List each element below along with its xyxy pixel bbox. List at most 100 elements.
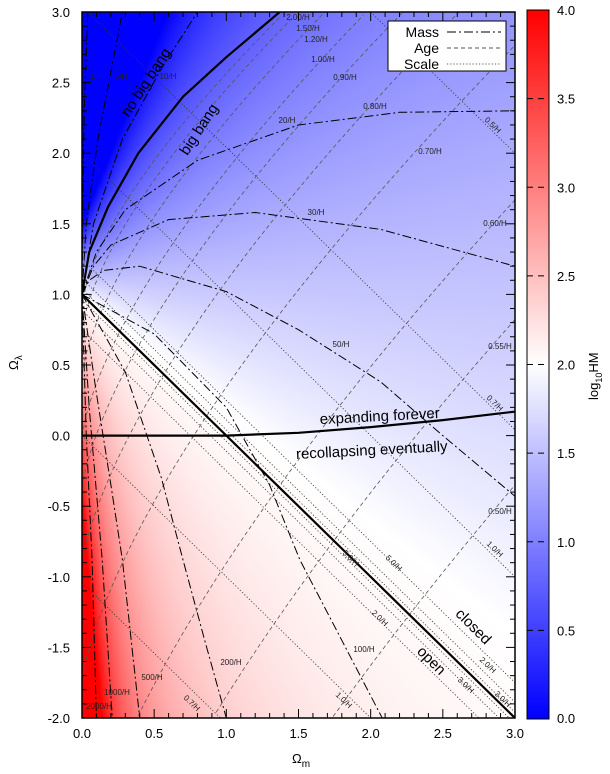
scale-line <box>82 258 515 683</box>
colorbar-tick-label: 0.0 <box>557 711 575 726</box>
no-big-bang-label: no big bang <box>118 45 175 120</box>
mass-line <box>82 293 383 718</box>
scale-contour-label: 2.0/H <box>478 655 498 675</box>
colorbar-tick-label: 3.5 <box>557 92 575 107</box>
age-contour-label: 0.90/H <box>333 73 357 82</box>
y-tick-label: 1.5 <box>52 217 70 232</box>
age-line <box>82 15 295 332</box>
mass-line <box>82 265 515 497</box>
x-tick-label: 1.5 <box>289 726 307 741</box>
x-tick-label: 3.0 <box>506 726 524 741</box>
mass-contour-label: 100/H <box>353 645 375 654</box>
age-line <box>82 12 459 563</box>
scale-line <box>82 152 515 578</box>
age-line <box>82 12 325 375</box>
age-line <box>215 319 515 713</box>
colorbar-tick-label: 3.0 <box>557 180 575 195</box>
colorbar-tick-label: 2.5 <box>557 269 575 284</box>
y-tick-label: 1.0 <box>52 287 70 302</box>
age-contour-label: 0.55/H <box>488 342 512 351</box>
y-axis-label-sub: λ <box>14 355 25 360</box>
x-tick-label: 2.0 <box>362 726 380 741</box>
mass-contour-label: 1/H <box>90 72 103 81</box>
scale-line <box>82 278 515 703</box>
big-bang-label: big bang <box>176 101 222 159</box>
legend-box <box>387 20 507 72</box>
colorbar-label-quantity: HM <box>586 352 601 372</box>
mass-contour-label: 10/H <box>160 72 177 81</box>
x-tick-label: 0.5 <box>145 726 163 741</box>
colorbar-label-log: log <box>586 383 601 400</box>
scale-line <box>82 288 515 713</box>
mass-contour-label: 2000/H <box>86 702 112 711</box>
mass-line <box>82 12 123 295</box>
x-axis-label: Ωm <box>292 751 310 770</box>
age-contour-label: 0.50/H <box>488 507 512 516</box>
y-tick-label: 2.0 <box>52 146 70 161</box>
scale-contour-label: 0.5/H <box>483 115 503 135</box>
scale-contour-label: 1.0/H <box>334 690 354 710</box>
age-line <box>332 484 515 717</box>
y-tick-label: 0.5 <box>52 358 70 373</box>
age-line <box>82 15 282 307</box>
age-contour-label: 0.60/H <box>483 219 507 228</box>
expanding-forever-label: expanding forever <box>319 405 440 428</box>
legend-label: Mass <box>406 24 439 40</box>
scale-contour-label: 5.0/H <box>384 553 404 573</box>
expansion-boundary <box>82 410 515 437</box>
mass-contour-label: 50/H <box>333 340 350 349</box>
colorbar-tick-label: 2.0 <box>557 358 575 373</box>
y-axis-label: Ωλ <box>6 355 25 370</box>
scale-line <box>82 309 500 718</box>
mass-line <box>82 211 515 295</box>
legend-label: Age <box>414 40 439 56</box>
x-tick-label: 1.0 <box>217 726 235 741</box>
y-tick-label: -2.0 <box>48 711 70 726</box>
mass-contour-label: 500/H <box>141 673 163 682</box>
y-tick-label: 3.0 <box>52 5 70 20</box>
x-tick-label: 0.0 <box>73 726 91 741</box>
age-contour-label: 1.00/H <box>311 55 335 64</box>
age-contour-label: 1.50/H <box>296 24 320 33</box>
colorbar-tick-label: 4.0 <box>557 3 575 18</box>
contours <box>82 12 515 718</box>
scale-line <box>82 299 510 718</box>
colorbar-tick-label: 0.5 <box>557 623 575 638</box>
age-contour-label: 0.80/H <box>363 102 387 111</box>
mass-line <box>82 294 141 718</box>
scale-line <box>82 435 371 718</box>
y-tick-label: -1.5 <box>48 640 70 655</box>
big-bang-boundary <box>82 12 281 295</box>
mass-line <box>82 12 198 295</box>
mass-contour-label: 5/H <box>115 72 128 81</box>
x-tick-label: 2.5 <box>434 726 452 741</box>
age-line <box>82 12 403 487</box>
scale-contour-label: 2.0/H <box>370 608 390 628</box>
colorbar-label-sub: 10 <box>594 373 604 383</box>
plot-frame <box>81 11 516 719</box>
x-axis-label-sub: m <box>302 759 310 770</box>
scale-line <box>87 12 515 431</box>
mass-line <box>82 110 515 295</box>
mass-line <box>82 294 113 718</box>
age-line <box>82 45 515 680</box>
scale-contour-label: 0.7/H <box>485 393 505 413</box>
legend-label: Scale <box>404 56 439 72</box>
age-line <box>137 199 515 716</box>
age-contour-label: 1.20/H <box>304 35 328 44</box>
y-tick-label: 2.5 <box>52 76 70 91</box>
mass-contour-label: 20/H <box>279 116 296 125</box>
scale-contour-label: 1.0/H <box>485 539 505 559</box>
mass-contour-label: 30/H <box>308 208 325 217</box>
mass-line <box>82 294 227 718</box>
y-tick-label: -1.0 <box>48 570 70 585</box>
age-contour-label: 0.70/H <box>418 147 442 156</box>
ticks <box>81 11 516 719</box>
mass-contour-label: 1000/H <box>104 688 130 697</box>
flat-universe-line <box>82 293 515 718</box>
age-line <box>82 14 364 436</box>
scale-contour-label: 0.7/H <box>182 693 202 713</box>
